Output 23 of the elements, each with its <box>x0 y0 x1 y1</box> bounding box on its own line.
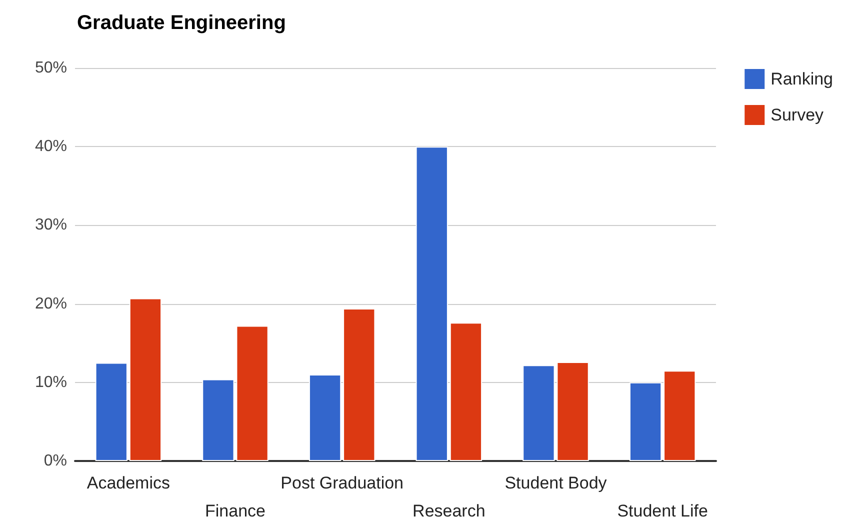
y-tick-label: 30% <box>34 216 67 234</box>
bar <box>343 308 376 461</box>
bar <box>308 374 342 461</box>
bar <box>416 146 448 461</box>
legend-label: Ranking <box>770 70 834 88</box>
x-tick-label: Post Graduation <box>280 474 404 492</box>
bar <box>664 370 696 461</box>
y-tick-label: 10% <box>34 374 67 391</box>
y-tick-label: 40% <box>34 138 67 156</box>
bar <box>95 362 128 461</box>
chart-title: Graduate Engineering <box>77 12 286 34</box>
x-tick-label: Academics <box>86 474 170 492</box>
y-tick-label: 50% <box>34 60 67 76</box>
legend-label: Survey <box>770 106 824 124</box>
bar <box>450 322 482 461</box>
bar <box>129 298 162 461</box>
y-tick-label: 20% <box>34 295 67 312</box>
x-tick-label: Finance <box>205 502 266 520</box>
x-tick-label: Student Life <box>617 502 708 520</box>
bar <box>629 382 662 461</box>
x-tick-label: Student Body <box>504 474 608 492</box>
x-tick-label: Research <box>412 502 486 520</box>
y-tick-label: 0% <box>44 452 67 470</box>
